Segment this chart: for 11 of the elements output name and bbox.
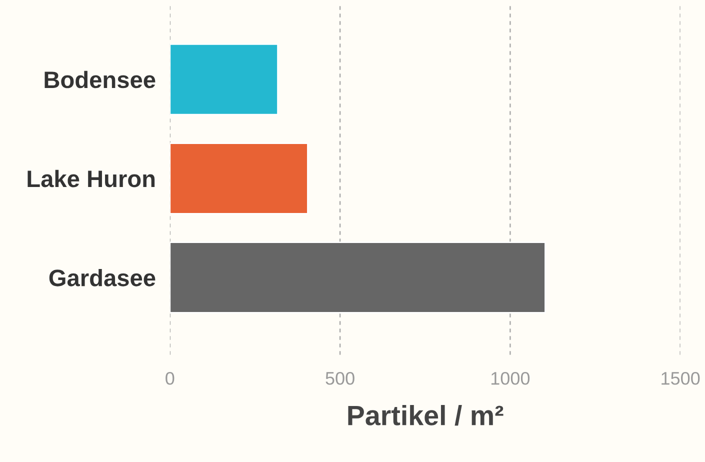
x-tick-label: 0 [166,372,174,385]
bar [170,44,278,116]
y-tick-label: Bodensee [44,70,156,88]
y-tick-label: Lake Huron [28,170,155,188]
x-tick-label: 1000 [491,372,530,385]
x-tick-label: 500 [326,372,354,385]
y-tick-label: Gardasee [49,268,156,286]
x-tick-label: 1500 [662,372,700,385]
bar [170,242,546,314]
x-axis-title: Partikel / m² [348,404,504,426]
bar [170,142,308,214]
